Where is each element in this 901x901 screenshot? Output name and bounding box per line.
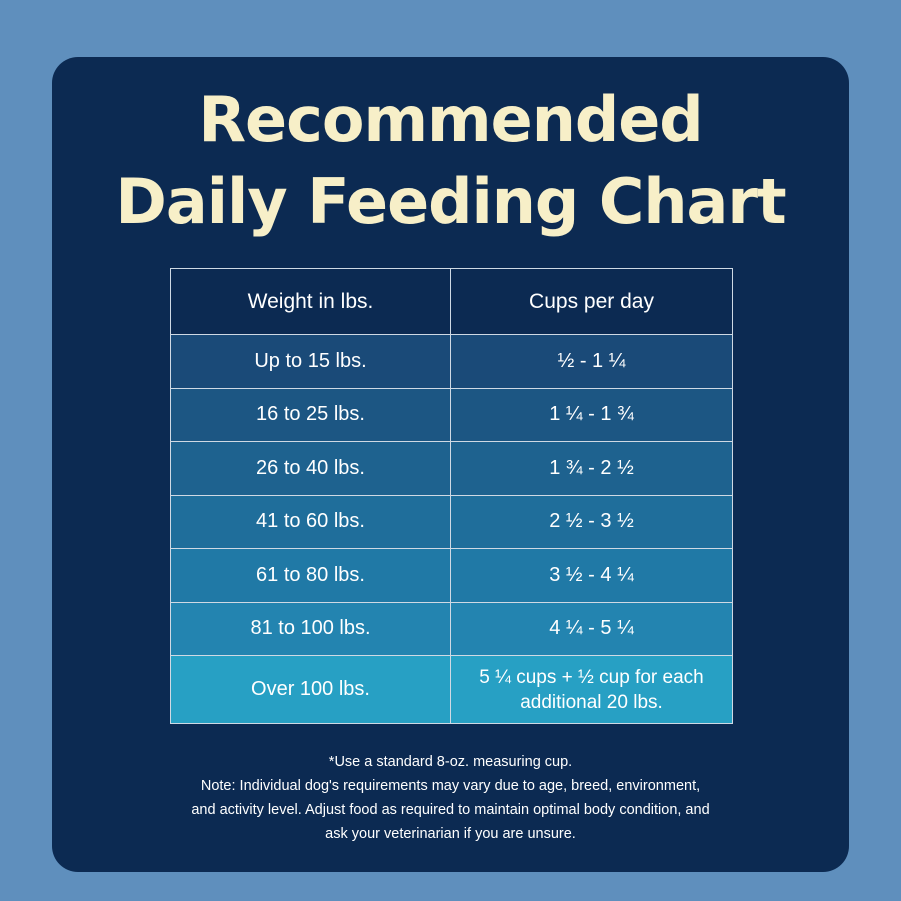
table-row: 41 to 60 lbs. 2 ½ - 3 ½ [171, 494, 732, 548]
weight-cell: 61 to 80 lbs. [171, 549, 451, 602]
table-row: 26 to 40 lbs. 1 ¾ - 2 ½ [171, 441, 732, 495]
weight-cell: Up to 15 lbs. [171, 335, 451, 388]
weight-cell: 81 to 100 lbs. [171, 602, 451, 655]
weight-cell: Over 100 lbs. [171, 656, 451, 723]
cups-cell: 1 ¼ - 1 ¾ [549, 403, 634, 426]
table-header-row: Weight in lbs. Cups per day [171, 269, 732, 334]
page-title-line-2: Daily Feeding Chart [115, 165, 786, 238]
footnote-line: and activity level. Adjust food as requi… [191, 802, 710, 818]
footnote-line: ask your veterinarian if you are unsure. [325, 826, 576, 842]
footnote-measuring-cup: *Use a standard 8-oz. measuring cup. [328, 754, 573, 770]
header-cups: Cups per day [529, 289, 654, 313]
cups-cell: 5 ¼ cups + ½ cup for each additional 20 … [479, 666, 704, 713]
feeding-table: Weight in lbs. Cups per day Up to 15 lbs… [170, 268, 733, 724]
table-row: 61 to 80 lbs. 3 ½ - 4 ¼ [171, 548, 732, 602]
table-row: 16 to 25 lbs. 1 ¼ - 1 ¾ [171, 387, 732, 441]
cups-cell: 3 ½ - 4 ¼ [549, 563, 634, 586]
footnote-line: Note: Individual dog's requirements may … [200, 778, 701, 794]
page-title-line-1: Recommended [198, 83, 703, 156]
table-row: Up to 15 lbs. ½ - 1 ¼ [171, 334, 732, 388]
weight-cell: 26 to 40 lbs. [171, 442, 451, 495]
cups-cell: 2 ½ - 3 ½ [549, 510, 634, 533]
cups-cell: 4 ¼ - 5 ¼ [549, 617, 634, 640]
cups-cell: 1 ¾ - 2 ½ [549, 456, 634, 479]
table-row: Over 100 lbs. 5 ¼ cups + ½ cup for each … [171, 655, 732, 723]
weight-cell: 41 to 60 lbs. [171, 495, 451, 548]
header-weight: Weight in lbs. [171, 269, 451, 334]
feeding-chart-card: Recommended Daily Feeding Chart Weight i… [52, 57, 849, 872]
table-row: 81 to 100 lbs. 4 ¼ - 5 ¼ [171, 601, 732, 655]
weight-cell: 16 to 25 lbs. [171, 388, 451, 441]
cups-cell: ½ - 1 ¼ [557, 349, 626, 372]
footnotes: *Use a standard 8-oz. measuring cup. Not… [52, 750, 849, 846]
